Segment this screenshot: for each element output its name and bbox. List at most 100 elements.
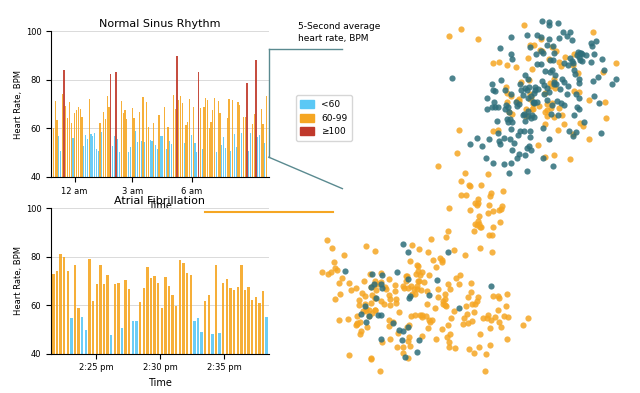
- Point: [493, 295, 504, 301]
- Point: [525, 44, 535, 51]
- Point: [482, 106, 492, 112]
- Point: [414, 337, 424, 343]
- Point: [574, 88, 584, 95]
- Point: [392, 344, 403, 351]
- Point: [344, 352, 354, 358]
- Bar: [133, 118, 134, 177]
- Point: [465, 288, 476, 295]
- Point: [511, 99, 522, 105]
- Point: [342, 316, 353, 322]
- Point: [370, 307, 380, 313]
- Point: [412, 349, 422, 355]
- Point: [493, 104, 503, 110]
- Point: [488, 128, 499, 134]
- Point: [469, 228, 479, 234]
- Point: [366, 300, 376, 307]
- Point: [370, 295, 380, 301]
- Point: [586, 40, 596, 46]
- Bar: [207, 100, 208, 177]
- Point: [340, 268, 350, 275]
- Point: [487, 103, 497, 110]
- Bar: [237, 287, 239, 354]
- Point: [574, 54, 584, 60]
- Point: [483, 312, 493, 318]
- Point: [495, 141, 505, 147]
- Point: [360, 302, 371, 309]
- Point: [328, 259, 339, 265]
- Point: [465, 207, 476, 213]
- Point: [522, 31, 532, 38]
- Point: [356, 310, 366, 317]
- Point: [500, 87, 510, 94]
- Point: [547, 67, 557, 73]
- Point: [344, 280, 354, 286]
- Point: [390, 288, 400, 294]
- Point: [577, 50, 587, 57]
- Point: [376, 281, 386, 287]
- Point: [571, 91, 581, 97]
- Point: [504, 136, 515, 142]
- Point: [528, 106, 538, 112]
- Point: [502, 62, 512, 68]
- Point: [441, 303, 451, 309]
- Point: [552, 98, 563, 105]
- Point: [588, 78, 598, 84]
- Point: [541, 84, 552, 91]
- Point: [495, 45, 505, 51]
- Point: [456, 26, 466, 33]
- Point: [378, 301, 388, 308]
- Point: [424, 272, 434, 278]
- Point: [445, 286, 455, 292]
- Point: [499, 312, 509, 319]
- Point: [562, 33, 572, 39]
- Bar: [266, 96, 268, 177]
- Bar: [209, 128, 210, 177]
- Point: [458, 314, 468, 321]
- Point: [384, 317, 394, 323]
- Point: [371, 287, 381, 294]
- Point: [559, 60, 570, 66]
- Bar: [207, 295, 210, 354]
- Bar: [132, 321, 134, 354]
- Bar: [266, 317, 268, 354]
- Bar: [151, 141, 152, 177]
- Point: [367, 271, 378, 277]
- Point: [494, 138, 504, 145]
- Point: [524, 143, 534, 149]
- Bar: [216, 152, 217, 177]
- Bar: [264, 143, 266, 177]
- Point: [518, 92, 528, 99]
- Point: [505, 116, 515, 123]
- Point: [472, 221, 483, 228]
- Point: [469, 350, 479, 356]
- Bar: [200, 108, 201, 177]
- Bar: [189, 275, 192, 354]
- Point: [523, 314, 533, 321]
- Point: [525, 91, 535, 97]
- Point: [502, 99, 512, 105]
- Bar: [168, 286, 170, 354]
- Bar: [83, 146, 84, 177]
- Point: [381, 285, 392, 292]
- Point: [502, 90, 512, 96]
- Bar: [96, 149, 97, 177]
- Point: [554, 35, 564, 41]
- Bar: [200, 332, 203, 354]
- Bar: [92, 136, 93, 177]
- Bar: [115, 72, 116, 177]
- Bar: [228, 99, 230, 177]
- Point: [502, 336, 513, 342]
- Bar: [187, 122, 188, 177]
- Point: [346, 286, 356, 293]
- Bar: [117, 283, 120, 354]
- Point: [360, 293, 370, 299]
- Bar: [180, 97, 181, 177]
- Bar: [178, 99, 179, 177]
- Point: [443, 281, 453, 287]
- Point: [504, 109, 514, 116]
- Point: [512, 103, 522, 109]
- Point: [535, 47, 545, 53]
- Point: [518, 111, 529, 117]
- Point: [538, 125, 548, 131]
- Point: [501, 303, 511, 309]
